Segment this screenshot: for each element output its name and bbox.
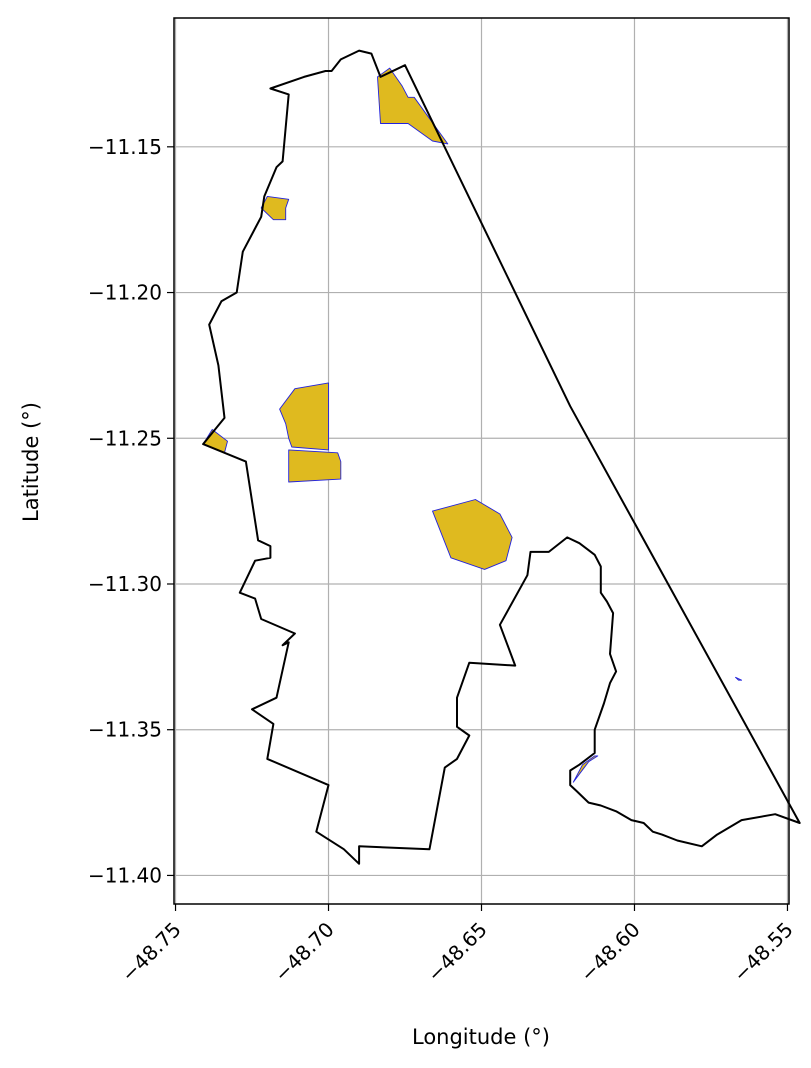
y-tick-label: −11.35 <box>88 718 162 742</box>
y-tick-label: −11.15 <box>88 135 162 159</box>
y-axis-title: Latitude (°) <box>19 402 43 522</box>
patch-polygon <box>432 499 513 570</box>
x-axis-title: Longitude (°) <box>412 1025 550 1049</box>
patch-polygon <box>572 755 599 783</box>
boundary-polygon <box>202 49 801 865</box>
patch-polygon <box>260 195 290 221</box>
patch-polygon <box>735 676 743 681</box>
patch-polygon <box>279 382 329 451</box>
grid-lines <box>174 18 789 904</box>
boundary-outline <box>202 49 801 865</box>
y-tick-label: −11.30 <box>88 572 162 596</box>
y-tick-label: −11.20 <box>88 281 162 305</box>
patch-polygon <box>288 449 342 483</box>
y-tick-label: −11.40 <box>88 863 162 887</box>
y-tick-label: −11.25 <box>88 426 162 450</box>
